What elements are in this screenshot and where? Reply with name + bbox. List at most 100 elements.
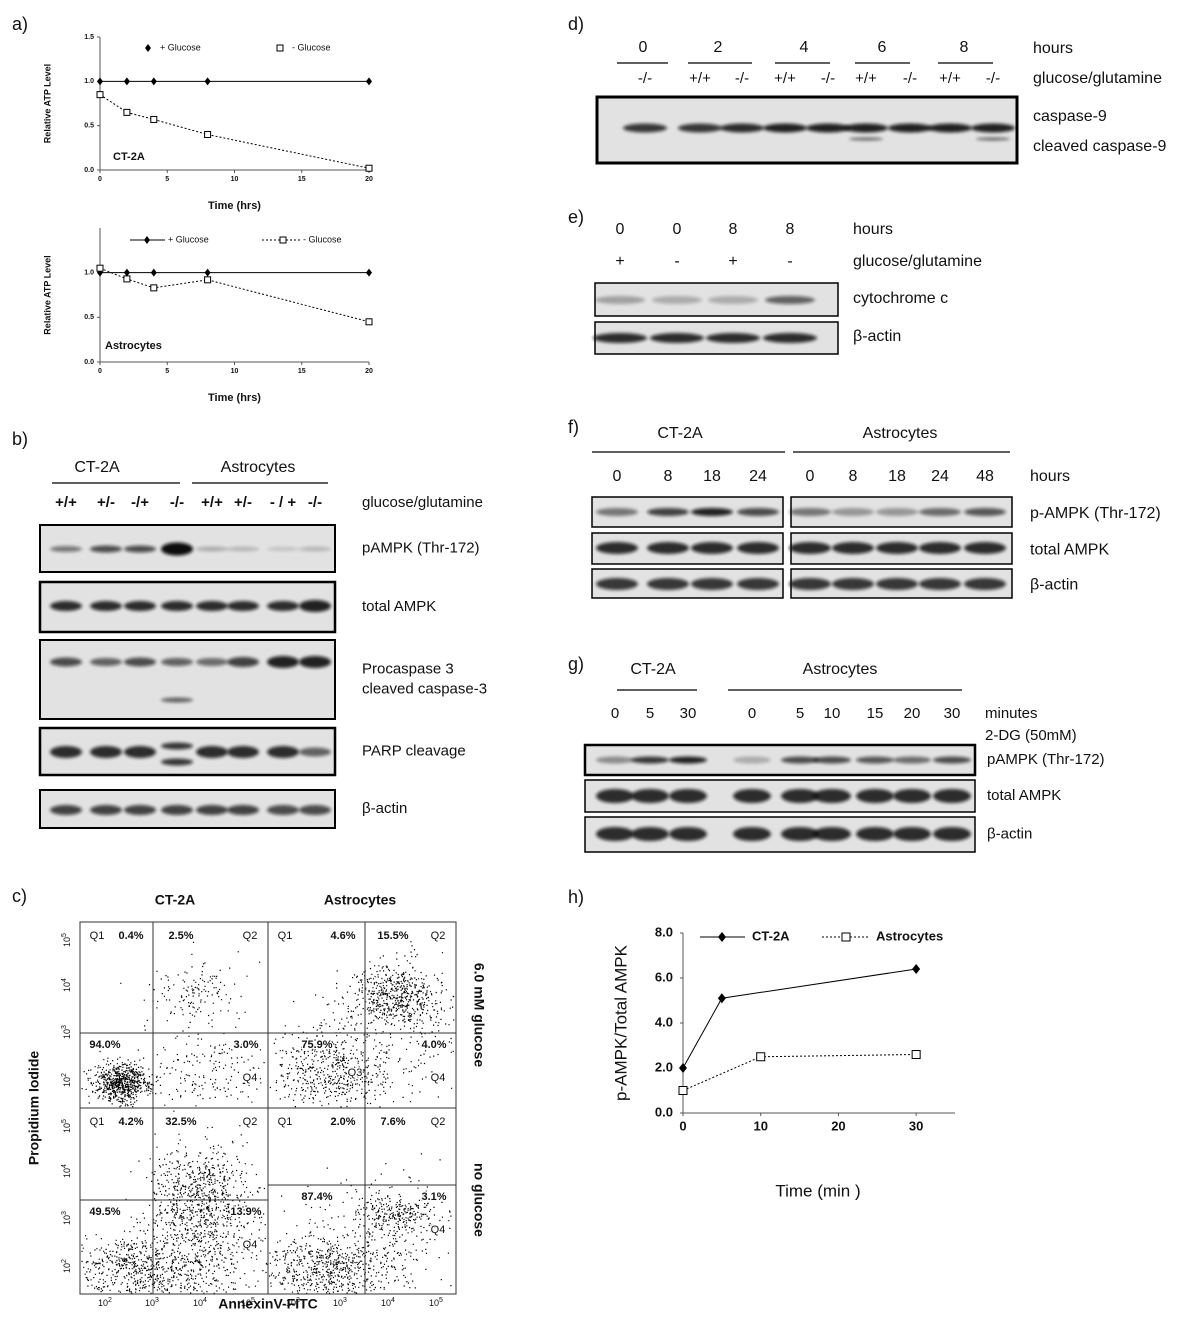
blot-band xyxy=(596,827,634,841)
blot-band xyxy=(763,333,817,343)
condition-label: glucose/glutamine xyxy=(1033,70,1162,87)
blot-band xyxy=(623,123,667,133)
legend-marker xyxy=(841,932,851,942)
tick-base: 10 xyxy=(193,1298,203,1308)
blot-band xyxy=(631,827,669,841)
lane-label: 20 xyxy=(904,705,921,722)
blot-band xyxy=(844,123,888,133)
lane-label: -/- xyxy=(986,70,1000,87)
blot-band xyxy=(267,746,299,758)
x-tick-label: 15 xyxy=(298,176,306,183)
blot-band xyxy=(227,746,259,758)
blot-band xyxy=(299,656,331,668)
dot-cloud xyxy=(81,937,265,1108)
row-label: Procaspase 3 xyxy=(362,660,454,677)
lane-label: 8 xyxy=(786,221,795,238)
blot-band xyxy=(781,789,819,803)
tick-base: 10 xyxy=(333,1298,343,1308)
tick-base: 10 xyxy=(62,1215,72,1225)
blot-band xyxy=(652,296,702,304)
blot-band xyxy=(737,542,779,554)
quadrant-label: Q1 xyxy=(278,930,293,942)
row-label: PARP cleavage xyxy=(362,742,466,759)
tick-exp: 5 xyxy=(439,1297,443,1304)
blot-band xyxy=(733,789,771,803)
blot-band xyxy=(50,657,82,667)
quadrant-label: Q4 xyxy=(243,1239,258,1251)
panel-label: d) xyxy=(568,14,584,34)
lane-label: 6 xyxy=(878,39,887,56)
tick-exp: 2 xyxy=(108,1297,112,1304)
blot-band xyxy=(733,756,771,764)
y-tick-label: 6.0 xyxy=(655,969,673,984)
blot-band xyxy=(737,578,779,590)
blot-band xyxy=(919,542,961,554)
legend-label: CT-2A xyxy=(752,928,790,943)
y-tick-label: 103 xyxy=(61,1211,73,1225)
marker xyxy=(204,77,211,86)
row-label: 6.0 mM glucose xyxy=(471,963,487,1067)
tick-base: 10 xyxy=(241,1298,251,1308)
marker xyxy=(678,1086,688,1095)
blot-band xyxy=(267,547,299,551)
quadrant-percent: 0.4% xyxy=(118,930,143,942)
group-label: Astrocytes xyxy=(863,425,938,442)
blot-band xyxy=(267,656,299,668)
blot-band xyxy=(124,746,156,758)
row-label: total AMPK xyxy=(1030,542,1109,559)
lane-label: 2 xyxy=(714,39,723,56)
blot-band xyxy=(691,508,733,516)
marker xyxy=(150,268,157,277)
blot-membrane xyxy=(39,639,336,720)
tick-exp: 4 xyxy=(61,978,68,982)
marker xyxy=(150,284,158,292)
tick-base: 10 xyxy=(381,1298,391,1308)
row-label: total AMPK xyxy=(362,598,436,615)
y-tick-label: 0.0 xyxy=(655,1104,673,1119)
plot-frame xyxy=(267,1107,457,1295)
quadrant-percent: 2.0% xyxy=(330,1116,355,1128)
quadrant-label: Q2 xyxy=(243,930,258,942)
blot-band xyxy=(928,123,972,133)
blot-band xyxy=(876,578,918,590)
lane-label: +/+ xyxy=(201,494,223,511)
row-label: total AMPK xyxy=(987,787,1061,804)
blot-band xyxy=(678,123,722,133)
x-tick-label: 5 xyxy=(165,368,169,375)
lane-label: 15 xyxy=(867,705,884,722)
blot-band xyxy=(964,542,1006,554)
marker xyxy=(97,77,103,86)
tick-base: 10 xyxy=(286,1298,296,1308)
blot-band xyxy=(933,756,971,764)
tick-exp: 2 xyxy=(61,1073,68,1077)
blot-band xyxy=(832,578,874,590)
blot-band xyxy=(124,657,156,667)
blot-band xyxy=(161,601,193,611)
marker xyxy=(717,993,726,1004)
legend-label: Astrocytes xyxy=(876,928,943,943)
blot-band xyxy=(161,758,193,766)
x-tick-label: 104 xyxy=(193,1297,207,1309)
x-axis-label: Time (min ) xyxy=(775,1181,860,1200)
blot-band xyxy=(596,789,634,803)
lane-label: 18 xyxy=(703,468,721,485)
row-label: pAMPK (Thr-172) xyxy=(362,539,480,556)
quadrant-label: Q4 xyxy=(243,1072,258,1084)
quadrant-percent: 94.0% xyxy=(89,1039,120,1051)
lane-label: -/- xyxy=(735,70,749,87)
marker xyxy=(96,91,104,99)
panel-label: h) xyxy=(568,887,584,907)
units-label: minutes xyxy=(985,705,1038,722)
column-label: Astrocytes xyxy=(324,892,397,908)
blot-band xyxy=(813,789,851,803)
blot-band xyxy=(267,805,299,815)
dot-cloud xyxy=(81,1110,268,1294)
lane-label: -/- xyxy=(821,70,835,87)
x-tick-label: 10 xyxy=(753,1118,767,1133)
tick-base: 10 xyxy=(62,1123,72,1133)
condition-label: glucose/glutamine xyxy=(853,253,982,270)
blot-band xyxy=(893,827,931,841)
annotation: Astrocytes xyxy=(105,340,162,352)
